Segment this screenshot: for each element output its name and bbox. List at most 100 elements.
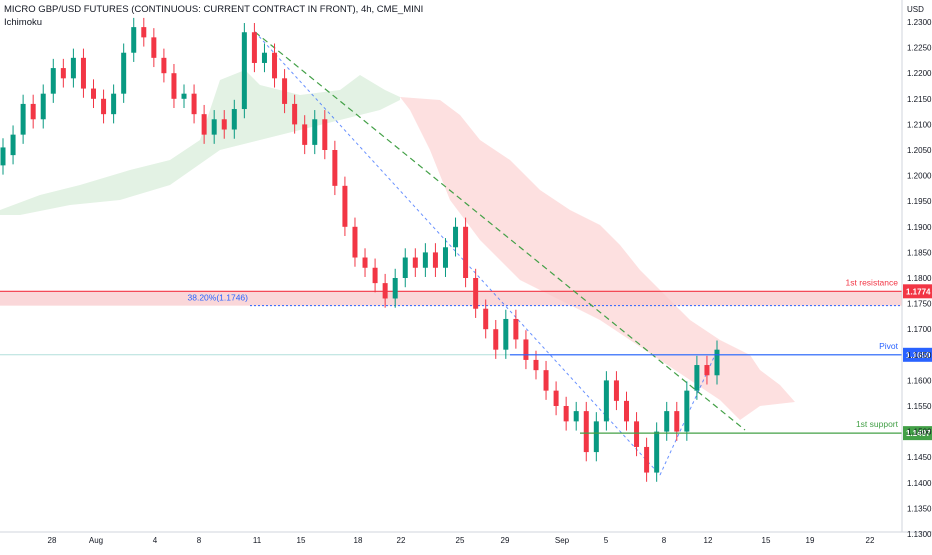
candle-body bbox=[141, 27, 146, 37]
y-tick-label: 1.1700 bbox=[907, 325, 932, 334]
candle-body bbox=[715, 350, 720, 376]
candle-body bbox=[252, 32, 257, 63]
candle-body bbox=[322, 119, 327, 150]
candle-body bbox=[523, 339, 528, 359]
candle-body bbox=[292, 104, 297, 124]
candle-body bbox=[503, 319, 508, 350]
candle-body bbox=[694, 365, 699, 391]
candle-body bbox=[483, 309, 488, 329]
candle-body bbox=[564, 406, 569, 421]
y-tick-label: 1.1900 bbox=[907, 223, 932, 232]
candle-body bbox=[192, 94, 197, 114]
candle-body bbox=[624, 401, 629, 421]
candle-body bbox=[664, 411, 669, 431]
candle-body bbox=[644, 447, 649, 473]
candle-body bbox=[674, 411, 679, 431]
indicator-label: Ichimoku bbox=[4, 17, 42, 28]
x-tick-label: 22 bbox=[866, 536, 875, 545]
y-tick-label: 1.1300 bbox=[907, 530, 932, 539]
y-tick-label: 1.1350 bbox=[907, 504, 932, 513]
resistance-label: 1st resistance bbox=[846, 277, 899, 287]
candle-body bbox=[21, 104, 26, 135]
candle-body bbox=[554, 391, 559, 406]
candle-body bbox=[312, 119, 317, 145]
candle-body bbox=[604, 380, 609, 421]
y-tick-label: 1.1450 bbox=[907, 453, 932, 462]
y-axis-unit: USD bbox=[907, 5, 924, 14]
candle-body bbox=[161, 58, 166, 73]
candle-body bbox=[111, 94, 116, 114]
x-tick-label: 4 bbox=[153, 536, 158, 545]
candle-body bbox=[101, 99, 106, 114]
ichimoku-cloud bbox=[0, 70, 795, 420]
candle-body bbox=[413, 258, 418, 268]
candle-body bbox=[11, 135, 16, 155]
candle-body bbox=[403, 258, 408, 278]
candle-body bbox=[493, 329, 498, 349]
candle-body bbox=[453, 227, 458, 247]
downtrend-line bbox=[255, 32, 745, 430]
candle-body bbox=[513, 319, 518, 339]
cloud-bearish bbox=[400, 97, 795, 420]
y-tick-label: 1.2200 bbox=[907, 69, 932, 78]
candle-body bbox=[684, 391, 689, 432]
candle-body bbox=[31, 104, 36, 119]
candle-body bbox=[634, 421, 639, 447]
candle-body bbox=[332, 150, 337, 186]
cloud-bullish bbox=[0, 70, 400, 215]
resistance-value: 1.1774 bbox=[906, 287, 931, 296]
candle-body bbox=[131, 27, 136, 53]
candle-body bbox=[242, 32, 247, 109]
support-label: 1st support bbox=[856, 419, 899, 429]
candle-body bbox=[423, 252, 428, 267]
y-tick-label: 1.1650 bbox=[907, 351, 932, 360]
y-tick-label: 1.1500 bbox=[907, 428, 932, 437]
candle-body bbox=[342, 186, 347, 227]
candle-body bbox=[584, 411, 589, 452]
candle-body bbox=[51, 68, 56, 94]
candle-body bbox=[654, 432, 659, 473]
y-tick-label: 1.1550 bbox=[907, 402, 932, 411]
candle-body bbox=[383, 283, 388, 298]
x-tick-label: 18 bbox=[354, 536, 363, 545]
x-tick-label: 22 bbox=[397, 536, 406, 545]
candle-body bbox=[473, 278, 478, 309]
candle-body bbox=[463, 227, 468, 278]
y-tick-label: 1.2250 bbox=[907, 44, 932, 53]
x-tick-label: 29 bbox=[501, 536, 510, 545]
candle-body bbox=[182, 94, 187, 99]
y-tick-label: 1.2100 bbox=[907, 120, 932, 129]
pivot-label: Pivot bbox=[879, 341, 899, 351]
candle-body bbox=[81, 58, 86, 89]
y-tick-label: 1.2050 bbox=[907, 146, 932, 155]
x-tick-label: Aug bbox=[89, 536, 103, 545]
y-tick-label: 1.2000 bbox=[907, 172, 932, 181]
x-tick-label: 11 bbox=[253, 536, 262, 545]
candle-body bbox=[433, 252, 438, 267]
candle-body bbox=[71, 58, 76, 78]
candle-body bbox=[282, 78, 287, 104]
x-tick-label: 25 bbox=[456, 536, 465, 545]
y-tick-label: 1.2300 bbox=[907, 18, 932, 27]
candle-body bbox=[302, 124, 307, 144]
y-tick-label: 1.1400 bbox=[907, 479, 932, 488]
candle-body bbox=[373, 268, 378, 283]
candle-body bbox=[41, 94, 46, 120]
candle-body bbox=[262, 53, 267, 63]
candle-body bbox=[121, 53, 126, 94]
candle-body bbox=[171, 73, 176, 99]
candle-body bbox=[574, 411, 579, 421]
x-tick-label: 15 bbox=[762, 536, 771, 545]
x-tick-label: 19 bbox=[806, 536, 815, 545]
y-tick-label: 1.1750 bbox=[907, 300, 932, 309]
x-tick-label: 28 bbox=[48, 536, 57, 545]
y-tick-label: 1.1950 bbox=[907, 197, 932, 206]
candle-body bbox=[614, 380, 619, 400]
candle-body bbox=[533, 360, 538, 370]
y-tick-label: 1.1850 bbox=[907, 248, 932, 257]
candle-body bbox=[544, 370, 549, 390]
chart-title: MICRO GBP/USD FUTURES (CONTINUOUS: CURRE… bbox=[4, 4, 423, 15]
x-tick-label: 8 bbox=[197, 536, 202, 545]
